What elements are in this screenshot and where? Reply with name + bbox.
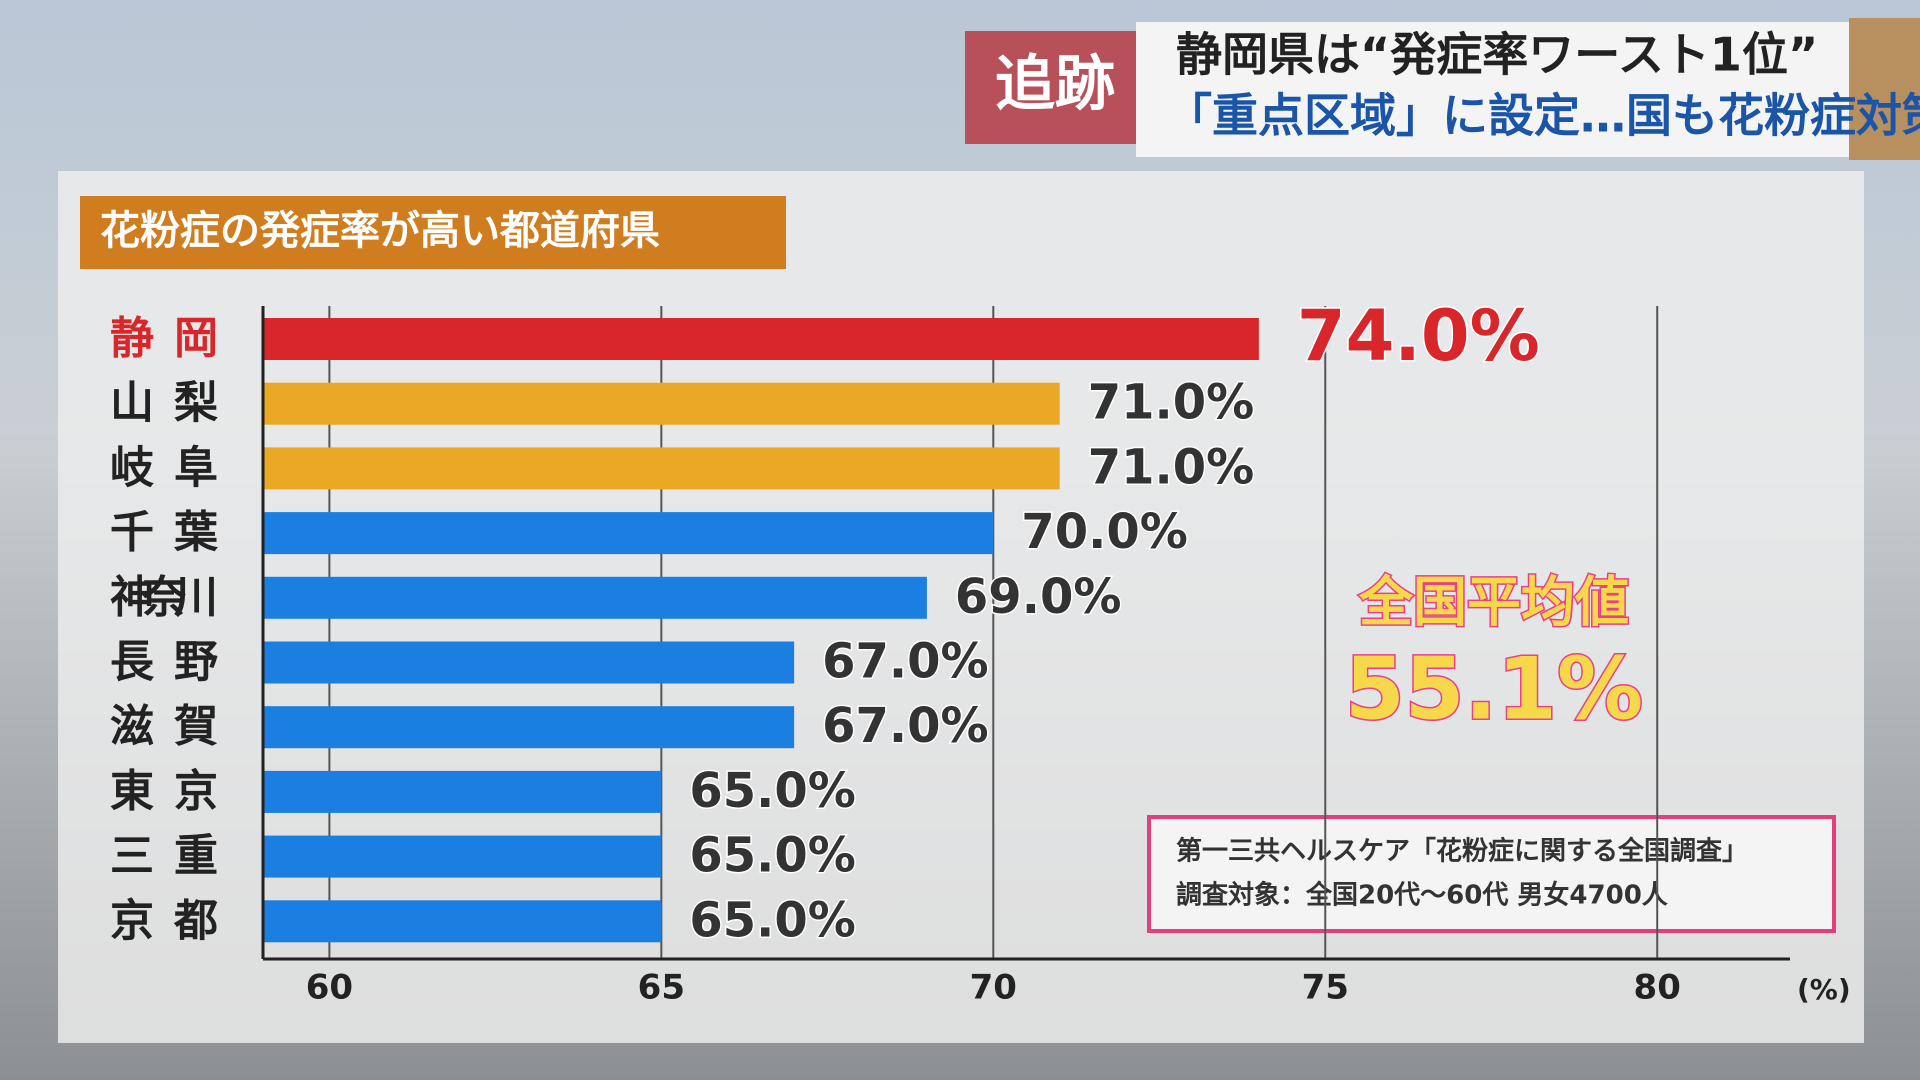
x-tick-label: 80 <box>1634 968 1681 1008</box>
annotation-label: 全国平均値 <box>1358 571 1629 634</box>
value-label: 67.0% <box>822 698 989 754</box>
x-tick-label: 60 <box>306 968 353 1008</box>
annotation-value: 55.1% <box>1345 639 1643 739</box>
bar <box>263 641 795 684</box>
bar <box>263 382 1060 425</box>
source-line: 調査対象：全国20代〜60代 男女4700人 <box>1176 880 1668 911</box>
x-unit: (%) <box>1797 973 1851 1006</box>
bar <box>263 770 662 813</box>
headline: 静岡県は“発症率ワースト1位” <box>1176 28 1818 82</box>
subheadline: 「重点区域」に設定…国も花粉症対策 <box>1166 89 1920 143</box>
value-label: 69.0% <box>955 569 1122 625</box>
chart-title: 花粉症の発症率が高い都道府県 <box>100 208 660 254</box>
source-box <box>1147 815 1836 933</box>
bar <box>263 512 994 555</box>
wood-corner <box>1849 18 1920 160</box>
value-label: 74.0% <box>1297 295 1540 377</box>
headline-box <box>1136 22 1849 157</box>
value-label: 65.0% <box>689 892 856 948</box>
value-label: 65.0% <box>689 828 856 884</box>
x-tick-label: 70 <box>970 968 1017 1008</box>
bar <box>263 447 1060 490</box>
bar <box>263 835 662 878</box>
x-tick-label: 75 <box>1302 968 1349 1008</box>
tag-box <box>965 31 1145 144</box>
value-label: 67.0% <box>822 634 989 690</box>
bar <box>263 706 795 749</box>
bar <box>263 318 1259 360</box>
value-label: 65.0% <box>689 763 856 819</box>
value-label: 71.0% <box>1088 375 1255 431</box>
bar <box>263 576 927 619</box>
category-label: 神奈川 <box>110 572 218 623</box>
source-line: 第一三共ヘルスケア「花粉症に関する全国調査」 <box>1176 836 1748 867</box>
value-label: 70.0% <box>1021 504 1188 560</box>
tag: 追跡 <box>995 50 1115 120</box>
value-label: 71.0% <box>1088 439 1255 495</box>
plot: 60 65 70 75 80 (%)静岡 74.0%山梨 71.0%岐阜 71.0%千葉 70.0… <box>110 294 1851 1008</box>
title-box <box>80 196 786 269</box>
bar <box>263 900 662 943</box>
x-tick-label: 65 <box>638 968 685 1008</box>
